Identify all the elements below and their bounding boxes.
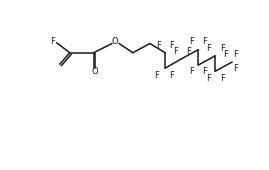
Text: F: F (169, 71, 174, 80)
Text: F: F (223, 50, 228, 59)
Text: F: F (202, 37, 207, 46)
Text: F: F (220, 74, 225, 83)
Text: F: F (202, 67, 207, 76)
Text: F: F (156, 40, 161, 49)
Text: F: F (50, 37, 55, 46)
Text: F: F (154, 71, 159, 80)
Text: F: F (206, 74, 211, 83)
Text: F: F (233, 64, 238, 73)
Text: F: F (233, 50, 238, 59)
Text: F: F (206, 44, 211, 53)
Text: F: F (186, 47, 191, 56)
Text: O: O (91, 67, 98, 76)
Text: F: F (169, 40, 174, 49)
Text: F: F (174, 47, 178, 56)
Text: O: O (112, 37, 118, 46)
Text: F: F (189, 37, 194, 46)
Text: F: F (220, 44, 225, 53)
Text: F: F (189, 67, 194, 76)
